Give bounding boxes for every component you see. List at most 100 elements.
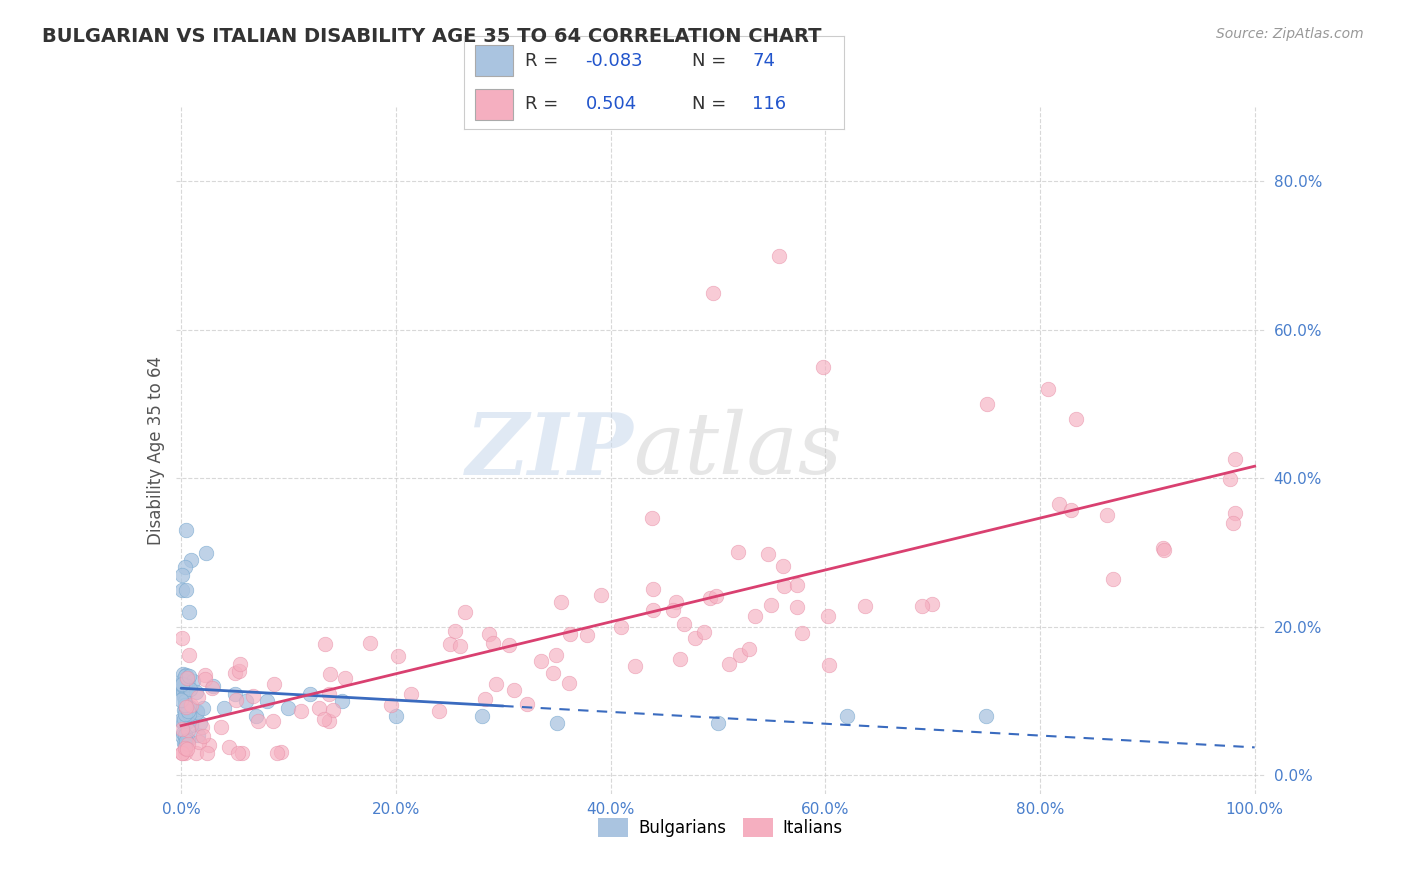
Point [262,714,284,728]
Point [792,626,814,640]
Point [172,746,194,760]
Point [235,694,257,708]
Point [170,693,193,707]
Point [314,637,336,651]
Point [693,625,716,640]
Point [187,728,209,742]
Legend: Bulgarians, Italians: Bulgarians, Italians [592,812,849,844]
Point [174,669,197,683]
Point [172,722,194,736]
Point [772,559,794,574]
Point [558,627,581,641]
Point [173,703,195,717]
Point [177,648,200,663]
Point [818,657,841,672]
Point [179,605,201,619]
Point [662,603,685,617]
Point [242,689,264,703]
Point [699,591,721,605]
Point [308,701,330,715]
Y-axis label: Disability Age 35 to 64: Disability Age 35 to 64 [146,356,165,545]
Point [172,678,194,692]
Point [190,720,212,734]
Point [173,690,195,704]
Point [318,687,340,701]
Point [541,666,564,681]
Point [176,714,198,729]
Point [683,632,706,646]
Point [530,655,553,669]
Point [198,738,221,752]
Point [173,694,195,708]
Point [546,648,568,662]
Point [471,709,494,723]
Point [179,699,201,714]
Point [176,704,198,718]
Point [181,673,204,688]
Point [1152,541,1174,555]
Point [813,359,835,374]
Text: N =: N = [692,52,731,70]
Point [170,677,193,691]
Text: Source: ZipAtlas.com: Source: ZipAtlas.com [1216,27,1364,41]
Point [173,679,195,693]
Point [180,553,202,567]
Point [1153,543,1175,558]
Point [474,691,496,706]
Point [172,631,194,645]
Point [194,668,217,682]
Point [218,740,240,755]
Point [172,726,194,740]
Point [380,698,402,713]
Point [717,657,740,672]
Point [173,560,195,574]
Text: R =: R = [524,95,564,113]
Point [194,545,217,559]
Point [641,603,664,617]
Point [177,668,200,682]
Point [387,648,409,663]
Point [482,636,505,650]
Point [817,609,839,624]
Point [174,728,197,742]
Point [224,687,246,701]
Point [176,680,198,694]
Text: R =: R = [524,52,564,70]
Point [245,709,267,723]
Point [624,658,647,673]
Point [173,738,195,752]
Point [177,733,200,747]
Point [665,595,688,609]
Point [170,713,193,727]
Point [1036,382,1059,396]
Point [290,704,312,718]
Point [179,706,201,721]
Point [1222,516,1244,530]
Point [427,704,450,718]
Point [335,671,357,685]
Text: 116: 116 [752,95,786,113]
Bar [475,89,513,120]
Point [201,681,224,695]
Point [173,707,195,722]
Point [744,609,766,624]
Point [454,606,477,620]
Point [727,544,749,558]
Point [835,709,858,723]
Point [277,701,299,715]
Text: 0.504: 0.504 [585,95,637,113]
Point [641,511,664,525]
Text: ZIP: ZIP [465,409,633,492]
Point [172,683,194,698]
Point [177,675,200,690]
Point [173,736,195,750]
Point [174,523,197,537]
Point [263,677,285,691]
Point [180,718,202,732]
Point [174,681,197,695]
Point [546,716,568,731]
Point [322,703,344,717]
Point [209,720,232,734]
Point [1049,497,1071,511]
Point [173,712,195,726]
